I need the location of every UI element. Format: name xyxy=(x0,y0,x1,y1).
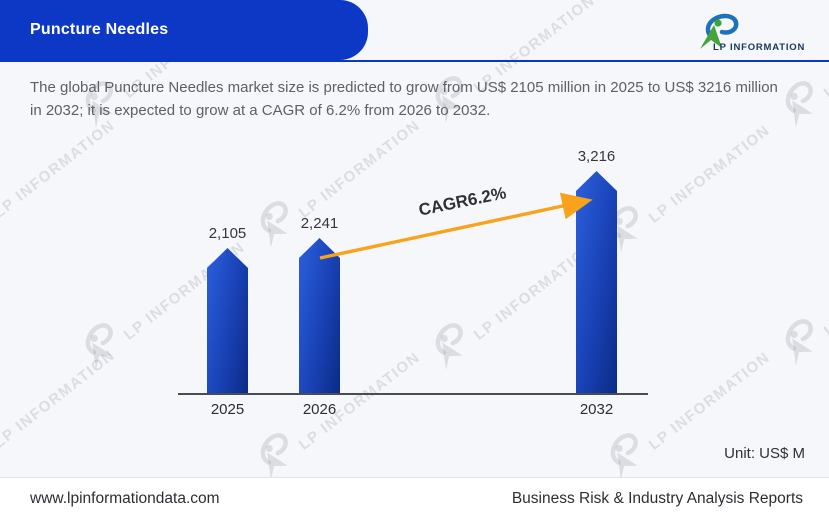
value-label-2025: 2,105 xyxy=(208,225,247,242)
page-title: Puncture Needles xyxy=(30,21,169,38)
unit-label: Unit: US$ M xyxy=(724,445,805,462)
bar-2026 xyxy=(299,238,340,393)
header-underline xyxy=(0,60,829,62)
footer-tagline: Business Risk & Industry Analysis Report… xyxy=(511,489,803,507)
value-label-2032: 3,216 xyxy=(577,148,616,165)
website-link[interactable]: www.lpinformationdata.com xyxy=(30,489,220,507)
category-label-2026: 2026 xyxy=(302,401,337,418)
value-label-2026: 2,241 xyxy=(300,215,339,232)
footer-bar: www.lpinformationdata.com Business Risk … xyxy=(0,477,829,519)
category-label-2032: 2032 xyxy=(579,401,614,418)
header-band: Puncture Needles xyxy=(0,0,368,60)
logo-mark-icon xyxy=(700,13,739,49)
bar-2025 xyxy=(207,248,248,393)
logo-text: LP INFORMATION xyxy=(713,42,806,53)
company-logo: LP INFORMATION xyxy=(689,10,807,56)
market-summary-text: The global Puncture Needles market size … xyxy=(30,79,778,119)
category-label-2025: 2025 xyxy=(210,401,245,418)
x-axis-line xyxy=(178,393,648,395)
